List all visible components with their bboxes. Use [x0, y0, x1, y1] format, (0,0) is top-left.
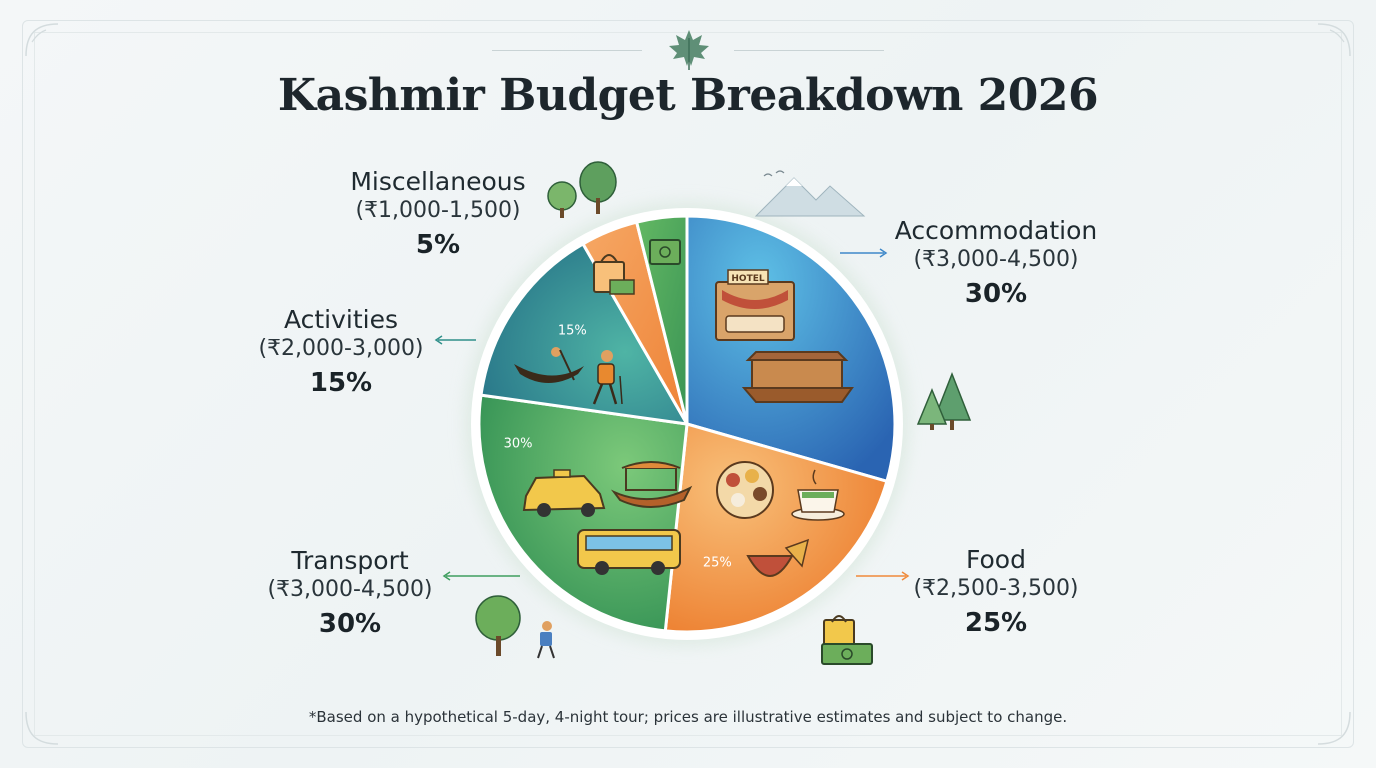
slice-miscellaneous	[634, 214, 689, 425]
slice-percent: 30%	[964, 278, 1028, 309]
hotel-sign-text: HOTEL	[731, 274, 764, 284]
shikara-boat-icon	[610, 461, 693, 508]
slice-range: (₹3,000-4,500)	[913, 247, 1079, 273]
label-transport: Transport (₹3,000-4,500) 30%	[220, 545, 480, 640]
slice-name: Accommodation	[894, 216, 1098, 245]
hiker-icon	[592, 350, 623, 405]
page-title: Kashmir Budget Breakdown 2026	[277, 70, 1099, 121]
cash-icon	[649, 239, 681, 265]
slice-name: Transport	[291, 546, 409, 575]
slice-name: Miscellaneous	[350, 167, 526, 196]
pine-trees-icon	[916, 371, 972, 430]
gondola-boat-icon	[514, 347, 584, 383]
mountains-icon	[754, 170, 866, 217]
label-accommodation: Accommodation (₹3,000-4,500) 30%	[866, 215, 1126, 310]
slice-name: Food	[966, 545, 1026, 574]
taxi-icon	[522, 469, 606, 517]
bus-icon	[577, 529, 681, 575]
slice-percent: 5%	[415, 229, 461, 260]
slice-percent: 15%	[309, 367, 373, 398]
slice-range: (₹2,000-3,000)	[258, 336, 424, 362]
slice-range: (₹1,000-1,500)	[355, 198, 521, 224]
tree-hiker-icon	[475, 595, 555, 659]
title-rule-right	[734, 50, 884, 51]
slice-inner-label-activities: 15%	[558, 323, 587, 338]
slice-inner-label-transport: 30%	[504, 437, 533, 452]
curry-bowl-icon	[746, 538, 810, 577]
houseboat-icon	[741, 351, 854, 403]
outer-frame	[22, 20, 1354, 748]
corner-flourish-icon	[1317, 711, 1351, 745]
tea-cup-icon	[791, 469, 845, 521]
slice-name: Activities	[283, 305, 399, 334]
thali-icon	[716, 461, 774, 519]
corner-flourish-icon	[25, 23, 59, 57]
corner-flourish-icon	[1317, 23, 1351, 57]
slice-inner-label-food: 25%	[703, 555, 732, 570]
hotel-icon: HOTEL	[715, 269, 795, 341]
title-rule-left	[492, 50, 642, 51]
label-food: Food (₹2,500-3,500) 25%	[866, 544, 1126, 639]
shopping-bag-icon	[593, 254, 635, 295]
trees-icon	[547, 161, 617, 218]
chinar-leaf-icon	[669, 30, 709, 70]
footnote: *Based on a hypothetical 5-day, 4-night …	[308, 708, 1068, 726]
label-activities: Activities (₹2,000-3,000) 15%	[211, 304, 471, 399]
slice-range: (₹2,500-3,500)	[913, 576, 1079, 602]
slice-percent: 25%	[964, 607, 1028, 638]
slice-percent: 30%	[318, 608, 382, 639]
label-miscellaneous: Miscellaneous (₹1,000-1,500) 5%	[308, 166, 568, 261]
slice-range: (₹3,000-4,500)	[267, 577, 433, 603]
shopping-money-icon	[821, 615, 873, 665]
corner-flourish-icon	[25, 711, 59, 745]
